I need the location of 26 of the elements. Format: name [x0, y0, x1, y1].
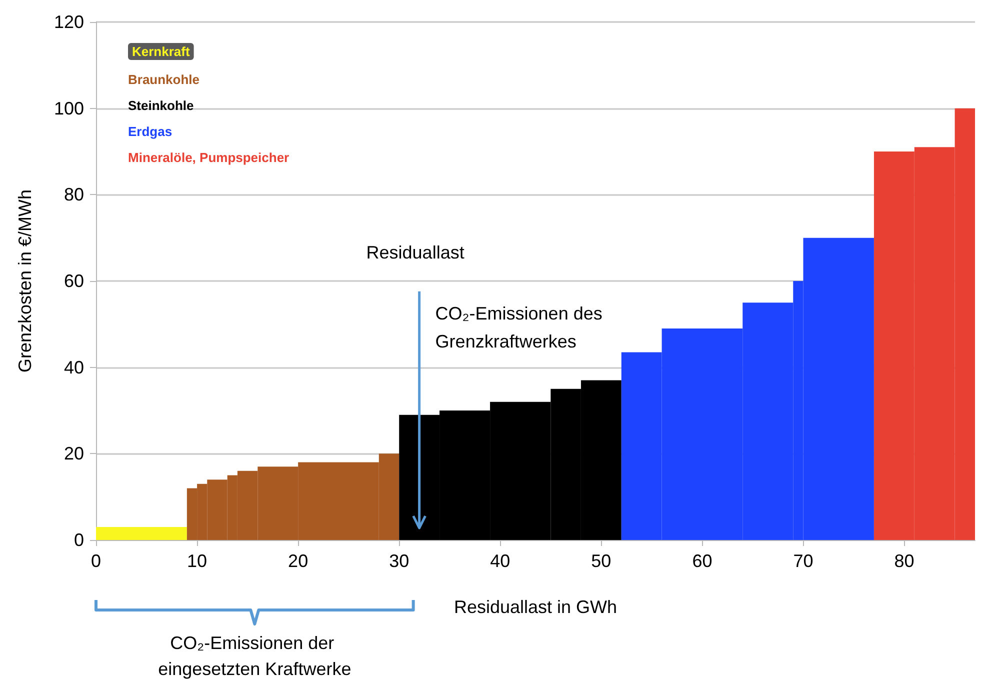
- x-tick-label: 0: [90, 551, 102, 571]
- x-tick-label: 20: [288, 551, 308, 571]
- text: Braunkohle: [128, 72, 200, 87]
- text: Erdgas: [128, 124, 172, 139]
- y-tick-label: 0: [74, 530, 84, 550]
- y-tick-label: 40: [64, 357, 84, 378]
- x-tick-label: 70: [793, 551, 814, 571]
- x-tick-label: 40: [490, 551, 510, 571]
- y-tick-label: 100: [54, 98, 84, 118]
- text: CO₂-Emissionen der eingesetzten Kraftwerke: [158, 633, 352, 679]
- x-tick-label: 30: [389, 551, 410, 571]
- x-tick-label: 60: [692, 551, 712, 571]
- ref-line-label: Residuallast: [366, 242, 464, 262]
- text: Mineralöle, Pumpspeicher: [128, 150, 290, 165]
- y-tick-label: 60: [64, 271, 84, 291]
- y-axis-title: Grenzkosten in €/MWh: [15, 189, 35, 373]
- y-tick-label: 20: [64, 444, 84, 464]
- x-axis-title: Residuallast in GWh: [454, 597, 618, 617]
- y-tick-label: 120: [54, 12, 84, 32]
- annotation: CO₂-Emissionen des Grenzkraftwerkes: [435, 303, 608, 352]
- x-tick-label: 80: [894, 551, 914, 571]
- y-tick-label: 80: [64, 184, 84, 205]
- x-tick-label: 50: [591, 551, 612, 571]
- text: Steinkohle: [128, 98, 194, 113]
- x-tick-label: 10: [187, 551, 208, 571]
- text: Kernkraft: [132, 44, 190, 59]
